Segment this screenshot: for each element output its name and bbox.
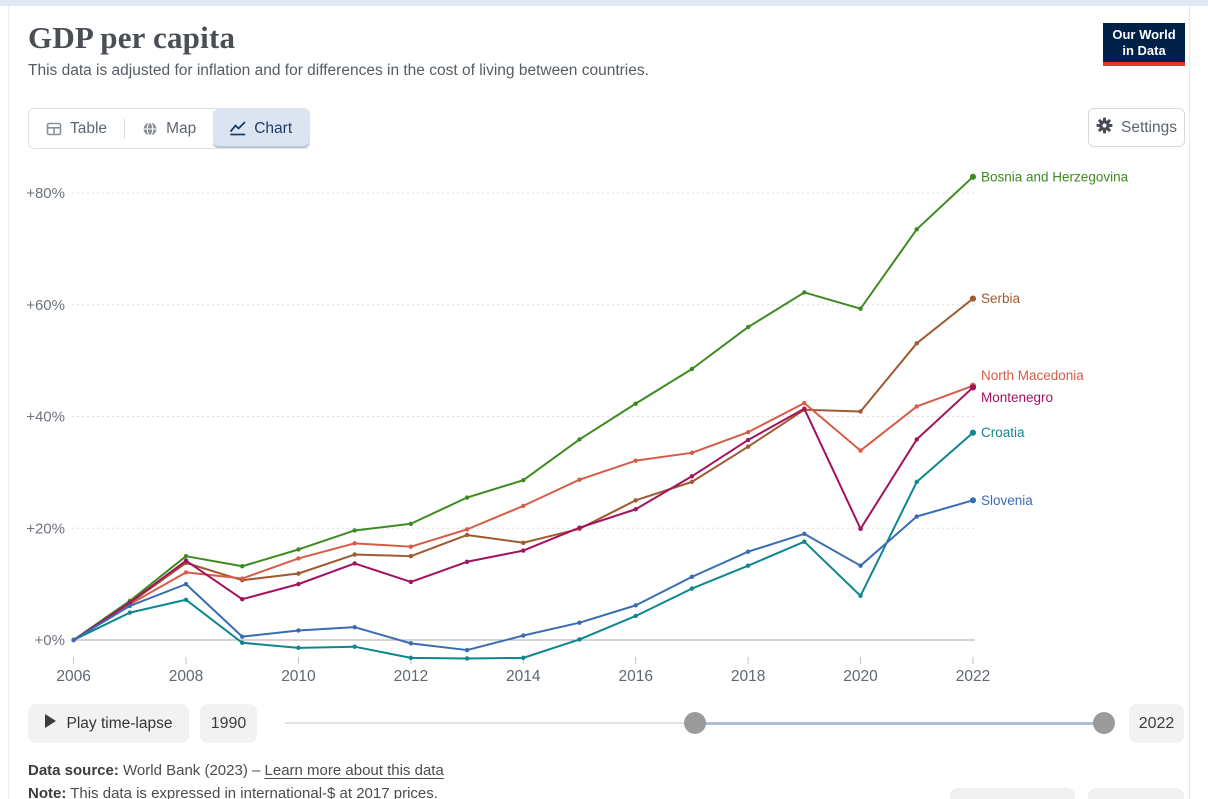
- play-timelapse-button[interactable]: Play time-lapse: [28, 704, 189, 743]
- top-strip: [0, 0, 1208, 6]
- data-source-prefix: Data source:: [28, 762, 119, 779]
- owid-logo-text: Our World in Data: [1103, 23, 1185, 62]
- table-icon: [46, 121, 62, 137]
- right-edge-divider: [1189, 6, 1190, 799]
- timeline-start-handle[interactable]: [684, 712, 706, 734]
- tab-map-label: Map: [166, 119, 197, 137]
- svg-text:+40%: +40%: [26, 409, 65, 426]
- note-line: Note: This data is expressed in internat…: [28, 785, 438, 799]
- tab-chart[interactable]: Chart: [213, 109, 310, 148]
- tab-table[interactable]: Table: [29, 109, 124, 148]
- learn-more-link[interactable]: Learn more about this data: [264, 762, 444, 779]
- series-end-label: Slovenia: [981, 493, 1033, 508]
- data-source-text: World Bank (2023) –: [118, 762, 265, 779]
- note-text: This data is expressed in international-…: [66, 785, 438, 799]
- series-end-label: North Macedonia: [981, 368, 1084, 383]
- footer-action-button-1[interactable]: [950, 788, 1075, 799]
- settings-button[interactable]: Settings: [1088, 108, 1185, 147]
- series-end-label: Bosnia and Herzegovina: [981, 169, 1129, 184]
- timeline-end-year[interactable]: 2022: [1129, 704, 1184, 743]
- svg-text:2014: 2014: [506, 668, 541, 685]
- gear-icon: [1096, 117, 1113, 139]
- series-end-label: Croatia: [981, 425, 1025, 440]
- globe-icon: [142, 121, 158, 137]
- series-end-label: Montenegro: [981, 390, 1053, 405]
- timeline-start-year[interactable]: 1990: [200, 704, 257, 743]
- footer-action-button-2[interactable]: [1088, 788, 1184, 799]
- series-end-label: Serbia: [981, 291, 1021, 306]
- svg-text:2022: 2022: [956, 668, 990, 685]
- owid-logo-accent-bar: [1103, 62, 1185, 66]
- timeline-end-handle[interactable]: [1093, 712, 1115, 734]
- svg-text:2018: 2018: [731, 668, 765, 685]
- play-icon: [44, 714, 56, 733]
- chart-svg[interactable]: +0% +20% +40% +60% +80% 2006 2008 2010 2012 2014 2…: [0, 150, 1208, 695]
- svg-text:2010: 2010: [281, 668, 316, 685]
- svg-text:2006: 2006: [56, 668, 90, 685]
- svg-text:+20%: +20%: [26, 520, 65, 537]
- svg-text:+80%: +80%: [26, 185, 65, 202]
- data-source-line: Data source: World Bank (2023) – Learn m…: [28, 762, 444, 779]
- owid-logo[interactable]: Our World in Data: [1103, 23, 1185, 66]
- settings-label: Settings: [1120, 118, 1177, 136]
- tab-chart-label: Chart: [254, 119, 293, 137]
- svg-text:2008: 2008: [169, 668, 203, 685]
- tab-divider: [124, 118, 126, 139]
- note-prefix: Note:: [28, 785, 67, 799]
- page-title: GDP per capita: [28, 20, 236, 55]
- tab-map[interactable]: Map: [125, 109, 213, 148]
- timeline-track-active[interactable]: [695, 722, 1103, 725]
- svg-text:+60%: +60%: [26, 297, 65, 314]
- view-tabs: Table Map Chart: [28, 108, 311, 149]
- svg-text:2020: 2020: [843, 668, 878, 685]
- svg-text:+0%: +0%: [35, 632, 65, 649]
- tab-table-label: Table: [70, 119, 108, 137]
- play-timelapse-label: Play time-lapse: [66, 714, 173, 732]
- timeline-slider[interactable]: [285, 704, 1115, 743]
- left-edge-divider: [8, 6, 9, 799]
- svg-text:2012: 2012: [394, 668, 428, 685]
- line-chart-icon: [230, 121, 246, 137]
- page-subtitle: This data is adjusted for inflation and …: [28, 62, 649, 79]
- svg-text:2016: 2016: [618, 668, 652, 685]
